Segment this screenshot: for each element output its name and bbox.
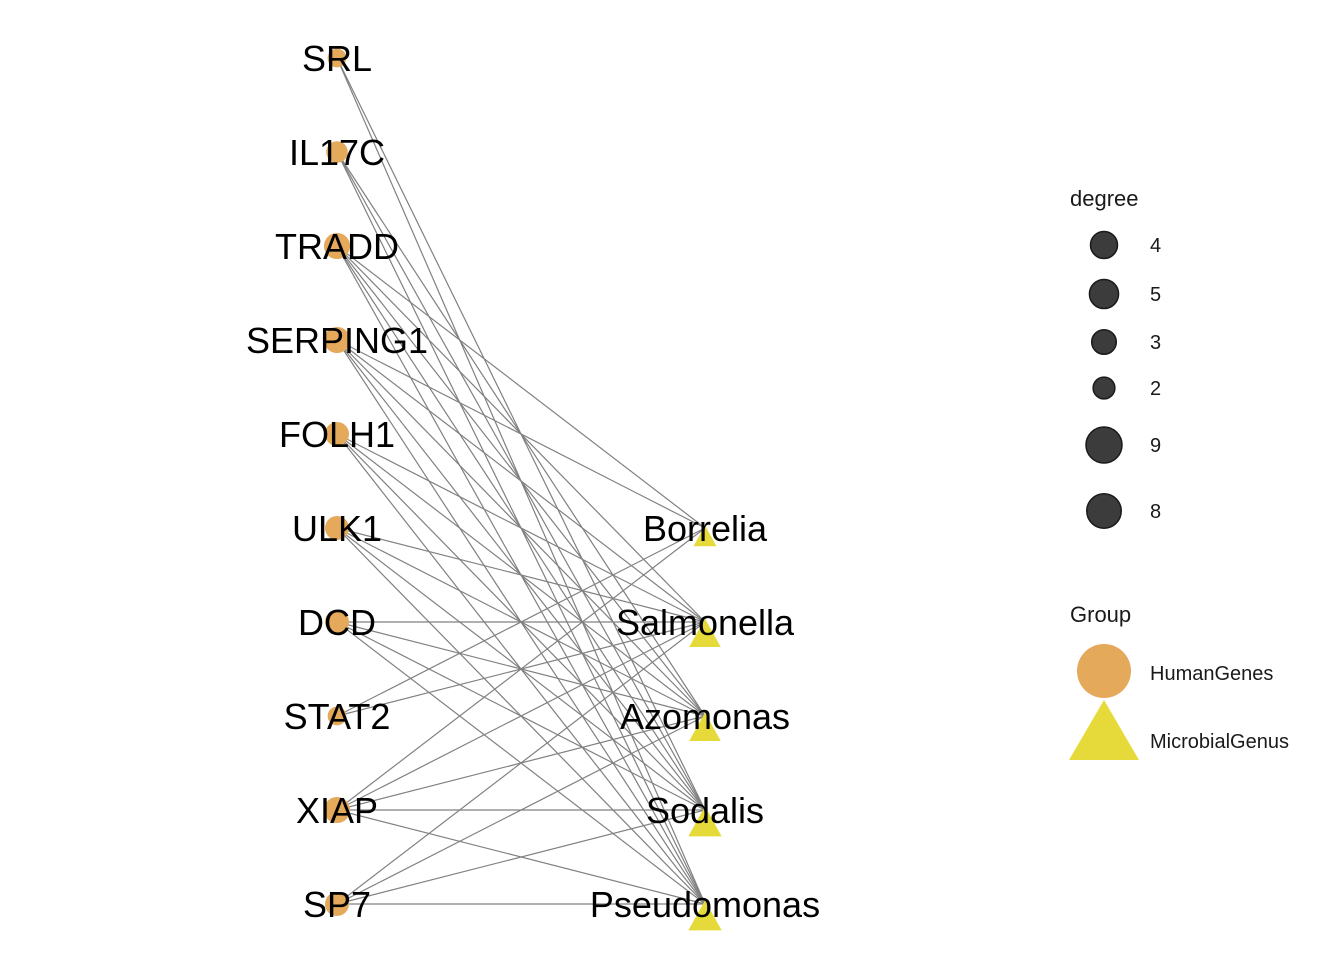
node-label-dcd: DCD	[298, 602, 376, 643]
edge-folh1-salmonella	[336, 433, 706, 623]
legend-degree-9-circle-icon	[1085, 426, 1123, 464]
legend-degree-3-circle-icon	[1090, 328, 1118, 356]
node-label-stat2: STAT2	[284, 696, 391, 737]
legend: degree 4 5 3 2 9 8 Group HumanGenes Microbial…	[1069, 186, 1289, 760]
node-dcd-circle-icon	[325, 610, 349, 634]
edge-sp7-azomonas	[336, 715, 706, 905]
node-salmonella-triangle-icon	[689, 618, 721, 648]
node-folh1-circle-icon	[325, 422, 349, 446]
node-label-ulk1: ULK1	[292, 508, 382, 549]
node-pseudomonas-triangle-icon	[688, 900, 722, 931]
node-il17c-circle-icon	[326, 141, 348, 163]
legend-microbe-triangle-icon	[1069, 700, 1139, 760]
node-ulk1-circle-icon	[325, 516, 349, 540]
legend-degree-label: 5	[1150, 284, 1161, 306]
node-srl-circle-icon	[327, 48, 347, 68]
node-xiap-circle-icon	[323, 796, 351, 824]
edge-ulk1-salmonella	[336, 527, 706, 623]
legend-human-label: HumanGenes	[1150, 663, 1273, 685]
nodes-layer	[323, 48, 722, 931]
node-label-sp7: SP7	[303, 884, 371, 925]
legend-degree-4-circle-icon	[1089, 230, 1119, 260]
legend-degree-8-circle-icon	[1086, 493, 1122, 529]
legend-human-circle-icon	[1077, 644, 1131, 698]
node-azomonas-triangle-icon	[689, 712, 721, 742]
node-label-borrelia: Borrelia	[643, 508, 768, 549]
node-sp7-circle-icon	[325, 892, 349, 916]
node-label-folh1: FOLH1	[279, 414, 395, 455]
legend-degree-title: degree	[1070, 186, 1139, 211]
node-label-sodalis: Sodalis	[646, 790, 764, 831]
node-stat2-circle-icon	[327, 706, 347, 726]
edge-serping1-borrelia	[336, 339, 706, 529]
node-label-il17c: IL17C	[289, 132, 385, 173]
node-serping1-circle-icon	[323, 326, 351, 354]
legend-degree-5-circle-icon	[1088, 278, 1120, 310]
labels-layer: SRL IL17C TRADD SERPING1 FOLH1 ULK1 DCD STAT2 XI…	[246, 38, 820, 925]
edge-stat2-borrelia	[336, 527, 706, 717]
edge-xiap-salmonella	[336, 621, 706, 811]
edge-xiap-borrelia	[336, 527, 706, 811]
node-label-azomonas: Azomonas	[620, 696, 790, 737]
node-label-pseudomonas: Pseudomonas	[590, 884, 820, 925]
node-tradd-circle-icon	[323, 232, 351, 260]
edge-sp7-sodalis	[336, 809, 706, 905]
node-label-srl: SRL	[302, 38, 372, 79]
node-label-salmonella: Salmonella	[616, 602, 795, 643]
node-label-xiap: XIAP	[296, 790, 378, 831]
legend-degree-label: 4	[1150, 235, 1161, 257]
edges-layer	[336, 57, 706, 905]
legend-degree-label: 8	[1150, 501, 1161, 523]
node-sodalis-triangle-icon	[688, 806, 722, 837]
legend-microbe-label: MicrobialGenus	[1150, 731, 1289, 753]
node-label-tradd: TRADD	[275, 226, 399, 267]
legend-degree-label: 9	[1150, 435, 1161, 457]
legend-group-title: Group	[1070, 602, 1131, 627]
edge-sp7-salmonella	[336, 621, 706, 905]
edge-serping1-salmonella	[336, 339, 706, 623]
legend-degree-items: 4 5 3 2 9 8	[1085, 230, 1161, 529]
edge-tradd-borrelia	[336, 245, 706, 529]
node-borrelia-triangle-icon	[693, 525, 717, 547]
legend-degree-label: 3	[1150, 332, 1161, 354]
legend-degree-2-circle-icon	[1092, 376, 1116, 400]
legend-degree-label: 2	[1150, 378, 1161, 400]
node-label-serping1: SERPING1	[246, 320, 428, 361]
